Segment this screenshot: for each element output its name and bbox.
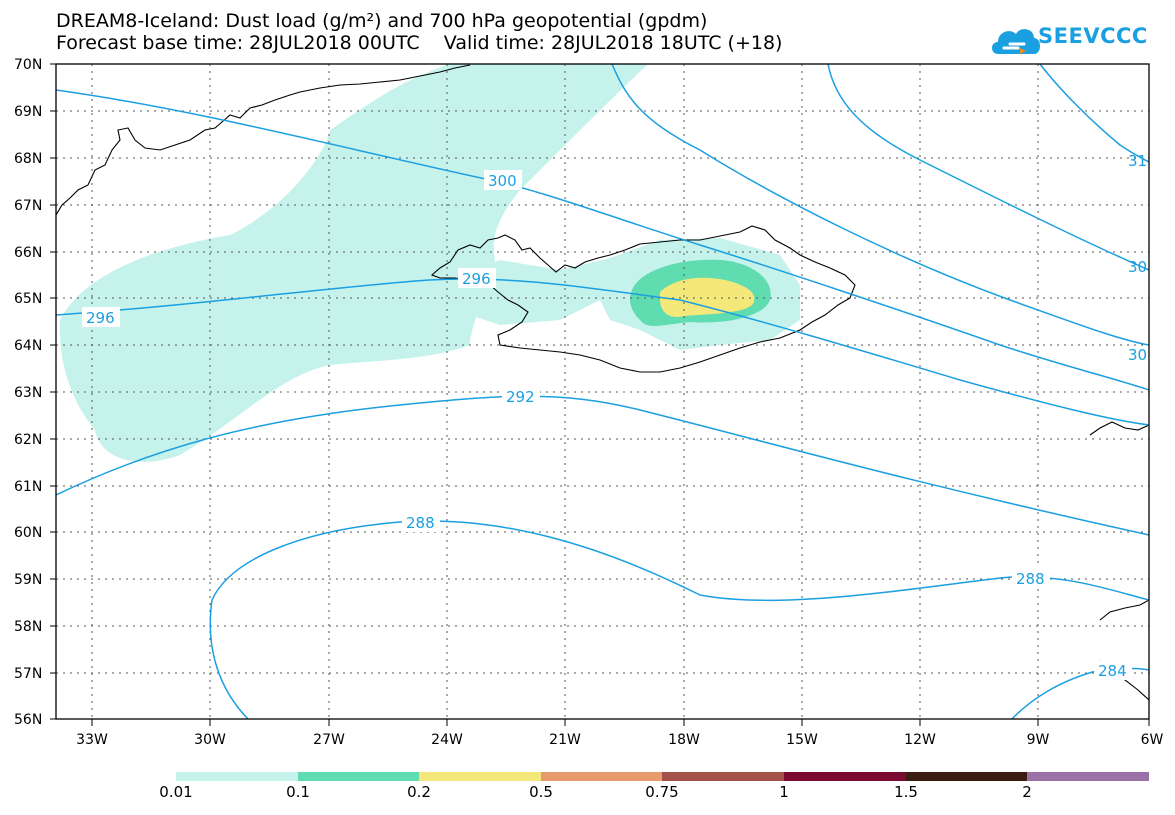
lat-label: 63N — [14, 385, 42, 401]
dust-region-high — [659, 277, 755, 317]
colorbar-segment — [541, 772, 662, 781]
colorbar — [176, 772, 1149, 781]
colorbar-label: 0.75 — [645, 783, 679, 801]
map-subtitle: Forecast base time: 28JUL2018 00UTC Vali… — [56, 32, 783, 54]
lat-label: 61N — [14, 479, 42, 495]
lon-label: 33W — [76, 732, 108, 748]
contour-label-30-lower: 30 — [1128, 346, 1147, 364]
colorbar-label: 1 — [779, 783, 789, 801]
lon-label: 27W — [313, 732, 345, 748]
contour-label-300: 300 — [488, 172, 517, 190]
colorbar-segment — [419, 772, 541, 781]
contour-label-296-west: 296 — [86, 309, 115, 327]
colorbar-segment — [662, 772, 784, 781]
lat-label: 56N — [14, 712, 42, 728]
contour-label-288-east: 288 — [1016, 570, 1045, 588]
colorbar-segment — [298, 772, 419, 781]
contour-label-284: 284 — [1098, 662, 1127, 680]
longitude-labels: 33W 30W 27W 24W 21W 18W 15W 12W 9W 6W — [76, 732, 1163, 748]
grid-lines — [56, 64, 1149, 719]
geopotential-contours — [56, 64, 1149, 719]
lon-label: 24W — [431, 732, 463, 748]
colorbar-segment — [784, 772, 906, 781]
lon-label: 15W — [786, 732, 818, 748]
colorbar-label: 2 — [1022, 783, 1032, 801]
logo-text: SEEVCCC — [1038, 24, 1148, 48]
lon-label: 6W — [1141, 732, 1164, 748]
lat-label: 66N — [14, 245, 42, 261]
axis-ticks — [50, 63, 1150, 726]
lat-label: 67N — [14, 198, 42, 214]
colorbar-label: 1.5 — [894, 783, 918, 801]
lat-label: 68N — [14, 151, 42, 167]
lat-label: 60N — [14, 525, 42, 541]
contour-label-292: 292 — [506, 388, 535, 406]
lon-label: 21W — [549, 732, 581, 748]
lat-label: 59N — [14, 572, 42, 588]
map-title: DREAM8-Iceland: Dust load (g/m²) and 700… — [56, 10, 708, 32]
colorbar-segment — [906, 772, 1027, 781]
cloud-icon — [992, 29, 1040, 54]
lon-label: 30W — [194, 732, 226, 748]
lat-label: 65N — [14, 291, 42, 307]
contour-label-30-upper: 30 — [1128, 258, 1147, 276]
contour-label-296-iceland: 296 — [462, 270, 491, 288]
contour-label-31: 31 — [1128, 152, 1147, 170]
colorbar-label: 0.5 — [529, 783, 553, 801]
colorbar-label: 0.01 — [159, 783, 193, 801]
latitude-labels: 70N 69N 68N 67N 66N 65N 64N 63N 62N 61N … — [14, 57, 42, 728]
lon-label: 12W — [904, 732, 936, 748]
contour-label-288-west: 288 — [406, 514, 435, 532]
colorbar-label: 0.2 — [407, 783, 431, 801]
lat-label: 57N — [14, 666, 42, 682]
colorbar-segment — [176, 772, 298, 781]
dust-region-low — [59, 64, 649, 462]
contour-labels: 300 296 296 292 288 288 284 30 30 31 — [82, 152, 1147, 680]
colorbar-segment — [1027, 772, 1149, 781]
lat-label: 64N — [14, 338, 42, 354]
lat-label: 69N — [14, 104, 42, 120]
colorbar-label: 0.1 — [286, 783, 310, 801]
lat-label: 62N — [14, 432, 42, 448]
lat-label: 70N — [14, 57, 42, 73]
coastline — [56, 64, 1149, 701]
lon-label: 18W — [668, 732, 700, 748]
lon-label: 9W — [1027, 732, 1050, 748]
lat-label: 58N — [14, 619, 42, 635]
